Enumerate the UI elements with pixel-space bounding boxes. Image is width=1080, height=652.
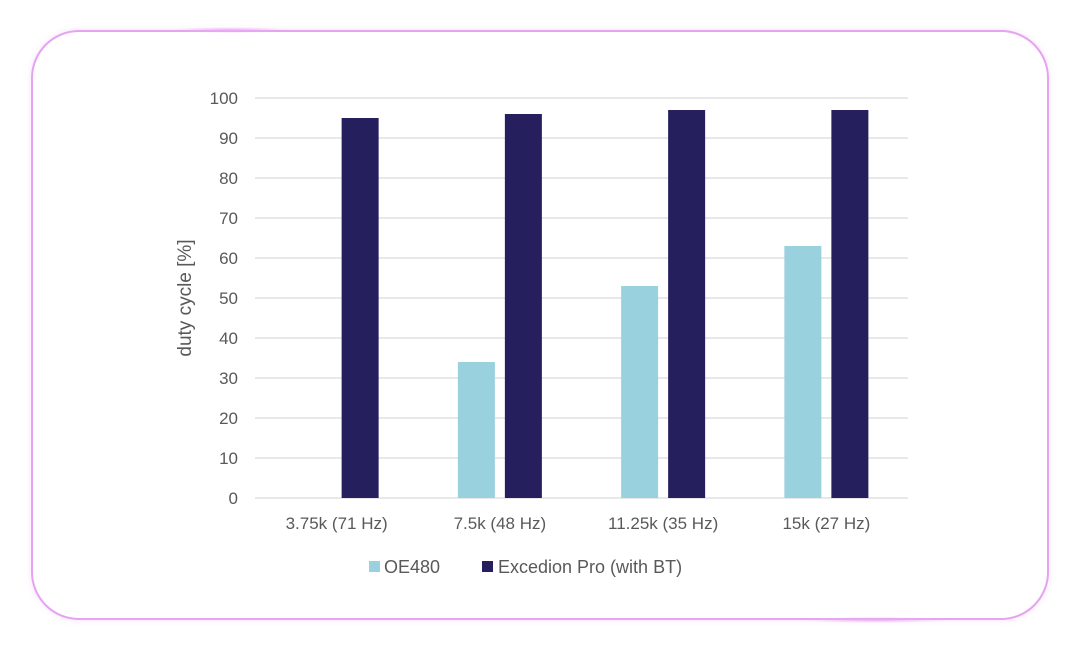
- y-tick-label: 90: [219, 129, 238, 148]
- y-axis-ticks: 0 10 20 30 40 50 60 70 80 90 100: [210, 89, 238, 508]
- y-tick-label: 70: [219, 209, 238, 228]
- y-tick-label: 20: [219, 409, 238, 428]
- bar-oe480-1: [457, 362, 495, 498]
- legend-label-0: OE480: [384, 557, 440, 577]
- y-tick-label: 40: [219, 329, 238, 348]
- y-tick-label: 10: [219, 449, 238, 468]
- x-axis-ticks: 3.75k (71 Hz) 7.5k (48 Hz) 11.25k (35 Hz) 1…: [286, 514, 871, 533]
- legend: OE480 Excedion Pro (with BT): [369, 557, 682, 577]
- x-tick-label: 11.25k (35 Hz): [608, 514, 718, 533]
- bar-excedion-pro-2: [668, 110, 706, 498]
- frame-glow-bottom: [800, 617, 950, 623]
- y-tick-label: 80: [219, 169, 238, 188]
- y-tick-label: 50: [219, 289, 238, 308]
- y-tick-label: 30: [219, 369, 238, 388]
- bar-excedion-pro-1: [504, 114, 542, 498]
- frame-glow-top: [170, 27, 290, 33]
- y-tick-label: 0: [229, 489, 238, 508]
- y-tick-label: 60: [219, 249, 238, 268]
- legend-swatch-0: [369, 561, 380, 572]
- legend-label-1: Excedion Pro (with BT): [498, 557, 682, 577]
- bar-excedion-pro-0: [341, 118, 379, 498]
- x-tick-label: 3.75k (71 Hz): [286, 514, 388, 533]
- y-axis-label: duty cycle [%]: [175, 239, 196, 356]
- y-tick-label: 100: [210, 89, 238, 108]
- x-tick-label: 15k (27 Hz): [782, 514, 870, 533]
- legend-swatch-1: [482, 561, 493, 572]
- x-tick-label: 7.5k (48 Hz): [454, 514, 547, 533]
- bars: [341, 110, 869, 498]
- bar-oe480-2: [621, 286, 659, 498]
- bar-oe480-3: [784, 246, 822, 498]
- bar-excedion-pro-3: [831, 110, 869, 498]
